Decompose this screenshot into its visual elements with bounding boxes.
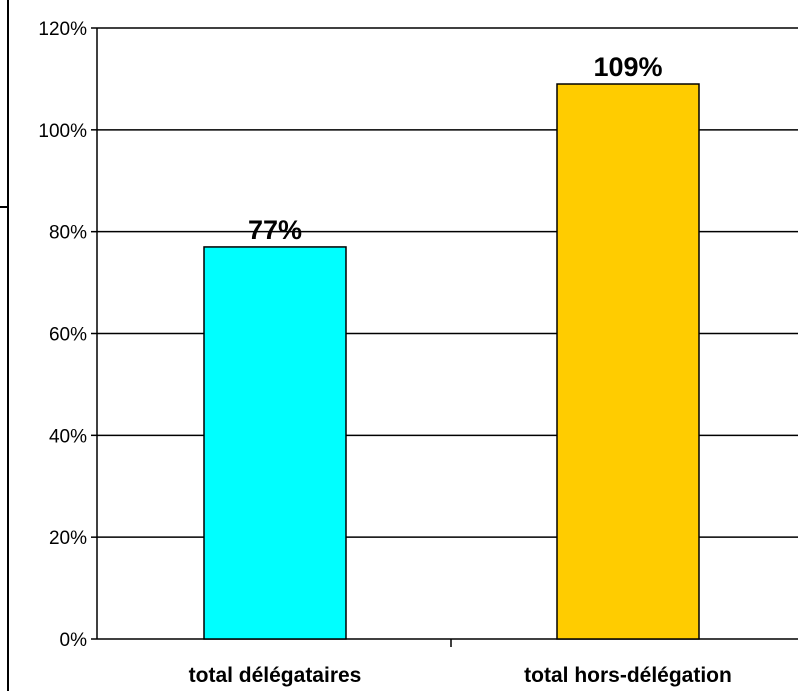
label-layer: 77% total délégataires 109% total hors-délé… <box>189 52 732 687</box>
bar-layer <box>203 83 700 640</box>
axis-layer: 0% 20% 40% 60% 80% 100% 120% <box>38 19 798 651</box>
y-tick-label: 100% <box>38 121 87 142</box>
data-label: 77% <box>248 215 302 245</box>
y-tick-label: 20% <box>49 528 87 549</box>
x-category-label: total hors-délégation <box>524 664 732 687</box>
data-label: 109% <box>593 52 662 82</box>
y-tick-label: 0% <box>60 630 88 651</box>
y-tick-label: 80% <box>49 223 87 244</box>
y-tick-label: 60% <box>49 325 87 346</box>
y-tick-label: 120% <box>38 19 87 40</box>
y-tick-label: 40% <box>49 426 87 447</box>
x-category-label: total délégataires <box>189 664 362 687</box>
bar-total-hors-delegation <box>556 83 700 640</box>
bar-total-delegataires <box>203 246 347 640</box>
